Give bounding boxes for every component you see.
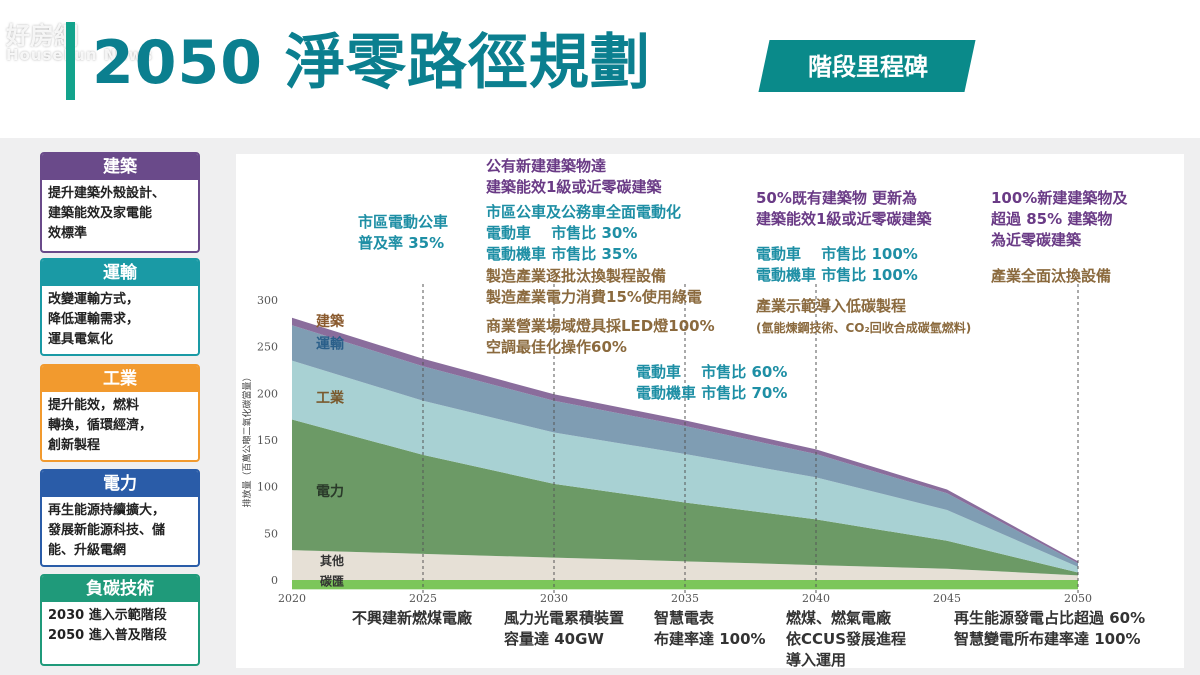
sector-description: 2030 進入示範階段 2050 進入普及階段	[48, 608, 167, 643]
chart-panel: 0 50 100 150 200 250 300 2020 2025 2030 2035 2040 20…	[236, 154, 1184, 669]
y-tick-label: 100	[257, 481, 278, 494]
y-tick-label: 200	[257, 387, 278, 400]
x-tick-label: 2050	[1064, 592, 1092, 605]
sector-title: 負碳技術	[42, 576, 198, 602]
area-其他	[292, 550, 1078, 580]
area-建築	[292, 317, 1078, 564]
milestone-tag-label: 階段里程碑	[808, 53, 928, 81]
annotation-building-2030: 公有新建建築物達 建築能效1級或近零碳建築	[486, 157, 662, 196]
y-tick-label: 150	[257, 434, 278, 447]
y-tick-label: 250	[257, 341, 278, 354]
series-label-運輸: 運輸	[316, 336, 345, 353]
sector-description: 改變運輸方式， 降低運輸需求， 運具電氣化	[48, 292, 140, 347]
sector-card-industry: 工業 提升能效，燃料 轉換，循環經濟， 創新製程	[40, 364, 200, 462]
page-title: 2050 淨零路徑規劃	[92, 28, 651, 98]
annotation-industry-2040: 產業示範導入低碳製程	[756, 297, 907, 315]
sector-card-power: 電力 再生能源持續擴大， 發展新能源科技、儲 能、升級電網	[40, 469, 200, 567]
annotation-transport-2040: 電動車 市售比 100% 電動機車 市售比 100%	[756, 245, 918, 284]
series-label-電力: 電力	[316, 483, 344, 500]
sector-description: 再生能源持續擴大， 發展新能源科技、儲 能、升級電網	[48, 503, 166, 558]
sector-description: 提升建築外殼設計、 建築能效及家電能 效標準	[48, 186, 166, 241]
sector-description: 提升能效，燃料 轉換，循環經濟， 創新製程	[48, 398, 153, 453]
series-label-工業: 工業	[316, 390, 345, 407]
header: 好房網 HouseFun News 2050 淨零路徑規劃 階段里程碑	[0, 0, 1200, 138]
sector-card-building: 建築 提升建築外殼設計、 建築能效及家電能 效標準	[40, 152, 200, 253]
series-label-碳匯: 碳匯	[320, 574, 344, 589]
y-axis-label: 排放量（百萬公噸二氧化碳當量）	[241, 372, 253, 507]
annotation-commercial-2030: 商業營業場域燈具採LED燈100% 空調最佳化操作60%	[486, 317, 715, 356]
sector-title: 建築	[42, 154, 198, 180]
annotation-power-2035: 智慧電表 布建率達 100%	[654, 609, 766, 648]
series-label-建築: 建築	[316, 313, 345, 330]
annotation-power-2025: 不興建新燃煤電廠	[352, 609, 473, 627]
x-tick-label: 2020	[278, 592, 306, 605]
annotation-transport-2035: 電動車 市售比 60% 電動機車 市售比 70%	[636, 363, 788, 402]
y-tick-label: 300	[257, 294, 278, 307]
sector-title: 運輸	[42, 260, 198, 286]
annotation-power-2040: 燃煤、燃氣電廠 依CCUS發展進程 導入運用	[786, 609, 907, 669]
x-tick-label: 2045	[933, 592, 961, 605]
x-tick-label: 2025	[409, 592, 437, 605]
sector-card-transport: 運輸 改變運輸方式， 降低運輸需求， 運具電氣化	[40, 258, 200, 356]
x-tick-label: 2030	[540, 592, 568, 605]
annotation-industry-2030: 製造產業逐批汰換製程設備 製造產業電力消費15%使用綠電	[486, 267, 702, 306]
sector-card-negative-carbon: 負碳技術 2030 進入示範階段 2050 進入普及階段	[40, 574, 200, 666]
sector-title: 工業	[42, 366, 198, 392]
annotation-building-2050: 100%新建建築物及 超過 85% 建築物 為近零碳建築	[991, 189, 1128, 249]
annotation-building-2040: 50%既有建築物 更新為 建築能效1級或近零碳建築	[756, 189, 932, 228]
annotation-industry-2050: 產業全面汰換設備	[991, 267, 1112, 285]
annotation-power-2030: 風力光電累積裝置 容量達 40GW	[504, 609, 625, 648]
annotation-transport-2030: 市區公車及公務車全面電動化 電動車 市售比 30% 電動機車 市售比 35%	[486, 203, 682, 263]
area-電力	[292, 419, 1078, 576]
annotation-power-2050: 再生能源發電占比超過 60% 智慧變電所布建率達 100%	[954, 609, 1146, 648]
y-tick-label: 0	[271, 574, 278, 587]
annotation-ebus-2025: 市區電動公車 普及率 35%	[358, 213, 449, 252]
sector-title: 電力	[42, 471, 198, 497]
y-tick-label: 50	[264, 527, 278, 540]
x-tick-label: 2040	[802, 592, 830, 605]
x-tick-label: 2035	[671, 592, 699, 605]
series-label-其他: 其他	[320, 553, 344, 568]
title-accent-bar	[66, 22, 75, 100]
emissions-chart: 0 50 100 150 200 250 300 2020 2025 2030 2035 2040 20…	[241, 284, 1092, 605]
annotation-industry-2040-note: (氫能煉鋼技術、CO₂回收合成碳氫燃料)	[756, 321, 972, 335]
